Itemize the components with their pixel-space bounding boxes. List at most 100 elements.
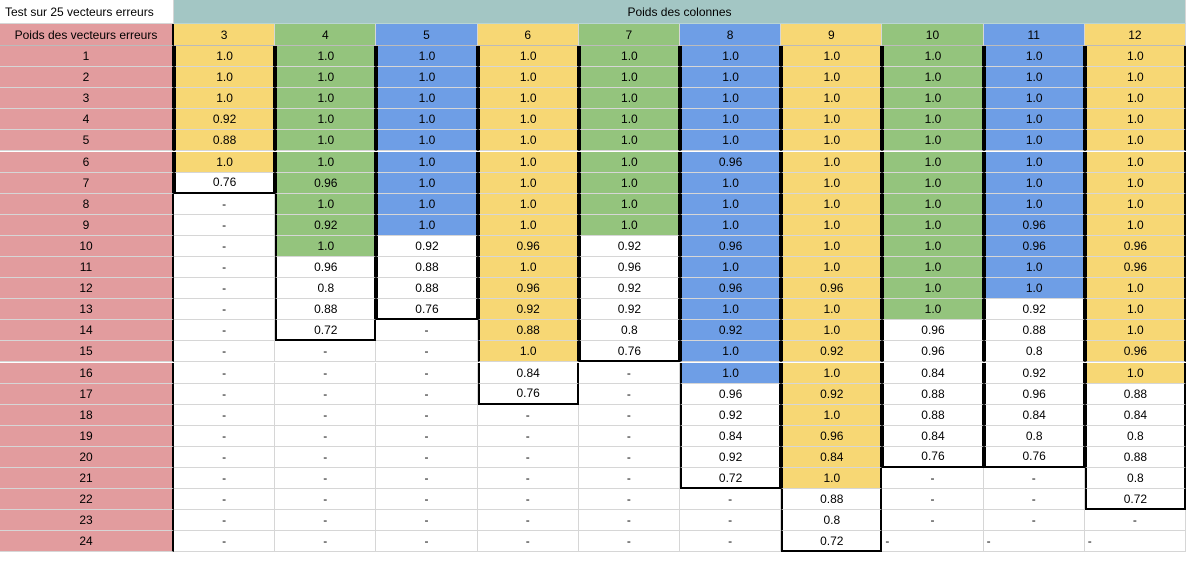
column-header[interactable]: 11 [983,24,1085,46]
data-cell[interactable]: 0.76 [174,172,276,194]
data-cell[interactable]: 0.88 [781,489,883,511]
data-cell[interactable]: - [477,489,579,511]
data-cell[interactable]: 1.0 [680,299,782,321]
data-cell[interactable]: 1.0 [275,109,377,131]
data-cell[interactable]: - [275,446,377,468]
data-cell[interactable]: 1.0 [1084,109,1186,131]
data-cell[interactable]: 1.0 [275,67,377,89]
data-cell[interactable]: - [174,341,276,363]
data-cell[interactable]: 1.0 [477,193,579,215]
data-cell[interactable]: 0.88 [376,257,478,279]
data-cell[interactable]: 0.96 [781,278,883,300]
data-cell[interactable]: 1.0 [680,362,782,384]
data-cell[interactable]: 0.88 [983,320,1085,342]
column-header[interactable]: 8 [680,24,782,46]
data-cell[interactable]: 1.0 [882,109,984,131]
data-cell[interactable]: - [882,510,984,532]
data-cell[interactable]: 1.0 [781,193,883,215]
data-cell[interactable]: - [275,468,377,490]
data-cell[interactable]: 0.96 [983,383,1085,405]
data-cell[interactable]: 0.84 [882,362,984,384]
data-cell[interactable]: 0.88 [174,130,276,152]
data-cell[interactable]: 1.0 [680,214,782,236]
data-cell[interactable]: - [174,214,276,236]
row-label[interactable]: 5 [0,130,174,152]
data-cell[interactable]: 0.96 [1084,235,1186,257]
data-cell[interactable]: - [882,468,984,490]
data-cell[interactable]: - [376,425,478,447]
data-cell[interactable]: - [882,531,984,553]
data-cell[interactable]: 1.0 [275,88,377,110]
data-cell[interactable]: 1.0 [477,130,579,152]
data-cell[interactable]: 0.84 [882,425,984,447]
data-cell[interactable]: 1.0 [680,67,782,89]
column-header[interactable]: 5 [376,24,478,46]
row-label[interactable]: 21 [0,468,174,490]
data-cell[interactable]: 0.96 [983,214,1085,236]
data-cell[interactable]: - [174,278,276,300]
data-cell[interactable]: 1.0 [680,172,782,194]
data-cell[interactable]: 0.96 [680,278,782,300]
column-header[interactable]: 12 [1084,24,1186,46]
data-cell[interactable]: 0.88 [1084,446,1186,468]
data-cell[interactable]: 0.8 [983,341,1085,363]
data-cell[interactable]: 0.84 [477,362,579,384]
data-cell[interactable]: 0.96 [275,172,377,194]
data-cell[interactable]: 0.92 [781,383,883,405]
data-cell[interactable]: - [578,446,680,468]
data-cell[interactable]: - [376,320,478,342]
data-cell[interactable]: - [578,468,680,490]
data-cell[interactable]: - [275,362,377,384]
data-cell[interactable]: 1.0 [477,214,579,236]
data-cell[interactable]: 1.0 [781,299,883,321]
data-cell[interactable]: 1.0 [983,67,1085,89]
data-cell[interactable]: 1.0 [578,214,680,236]
row-label[interactable]: 7 [0,172,174,194]
row-label[interactable]: 24 [0,531,174,553]
data-cell[interactable]: 1.0 [275,130,377,152]
data-cell[interactable]: 0.72 [781,531,883,553]
data-cell[interactable]: 1.0 [983,278,1085,300]
data-cell[interactable]: 1.0 [882,88,984,110]
row-label[interactable]: 23 [0,510,174,532]
data-cell[interactable]: 1.0 [680,109,782,131]
data-cell[interactable]: 1.0 [1084,151,1186,173]
data-cell[interactable]: 0.92 [983,362,1085,384]
data-cell[interactable]: 1.0 [882,193,984,215]
data-cell[interactable]: 1.0 [1084,130,1186,152]
data-cell[interactable]: 1.0 [781,151,883,173]
data-cell[interactable]: 1.0 [781,214,883,236]
row-label[interactable]: 6 [0,151,174,173]
data-cell[interactable]: - [275,510,377,532]
data-cell[interactable]: 0.88 [477,320,579,342]
data-cell[interactable]: 1.0 [983,257,1085,279]
data-cell[interactable]: 1.0 [477,172,579,194]
data-cell[interactable]: 1.0 [882,299,984,321]
data-cell[interactable]: - [578,362,680,384]
data-cell[interactable]: 0.96 [680,151,782,173]
data-cell[interactable]: - [174,257,276,279]
data-cell[interactable]: 0.76 [983,446,1085,468]
column-header[interactable]: 3 [174,24,276,46]
data-cell[interactable]: 1.0 [1084,172,1186,194]
data-cell[interactable]: 0.96 [578,257,680,279]
data-cell[interactable]: - [477,468,579,490]
data-cell[interactable]: - [174,320,276,342]
data-cell[interactable]: - [983,531,1085,553]
data-cell[interactable]: 0.76 [882,446,984,468]
data-cell[interactable]: 1.0 [781,46,883,68]
row-label[interactable]: 22 [0,489,174,511]
data-cell[interactable]: 1.0 [376,67,478,89]
data-cell[interactable]: - [174,531,276,553]
row-label[interactable]: 13 [0,299,174,321]
row-label[interactable]: 16 [0,362,174,384]
data-cell[interactable]: 1.0 [578,88,680,110]
column-header[interactable]: 7 [578,24,680,46]
row-label[interactable]: 17 [0,383,174,405]
data-cell[interactable]: 1.0 [1084,320,1186,342]
data-cell[interactable]: 0.92 [781,341,883,363]
data-cell[interactable]: 1.0 [376,193,478,215]
data-cell[interactable]: - [477,404,579,426]
data-cell[interactable]: 1.0 [275,46,377,68]
data-cell[interactable]: 1.0 [477,109,579,131]
